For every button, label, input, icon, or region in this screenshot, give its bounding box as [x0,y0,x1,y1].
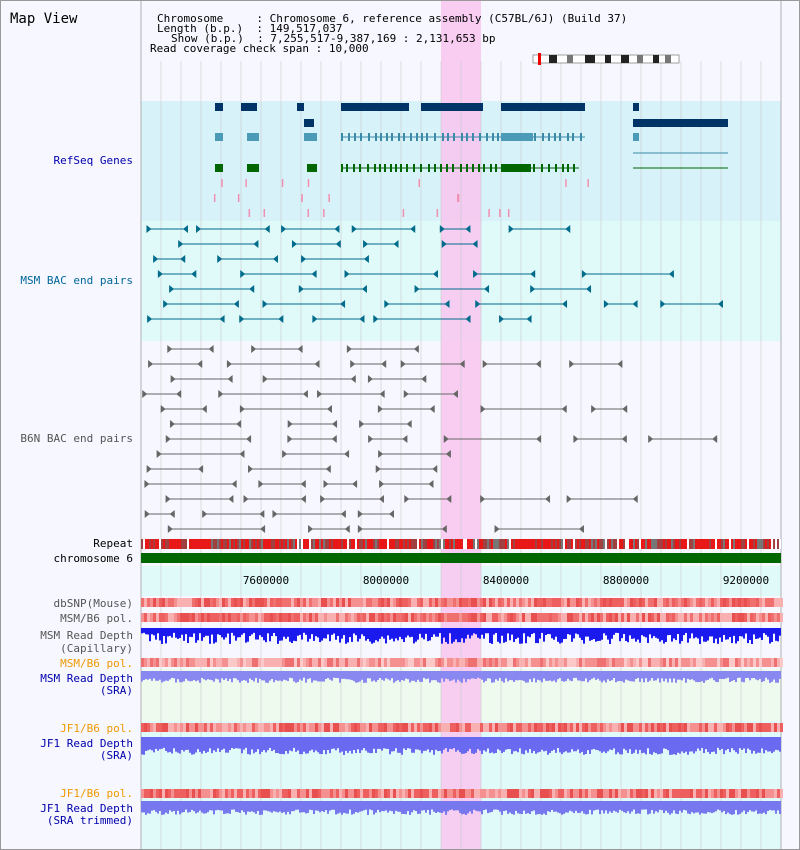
track-label-sra: (SRA) [99,684,133,697]
axis-tick-label: 9200000 [723,574,769,587]
info-show: Show (b.p.) : 7,255,517-9,387,169 : 2,13… [171,32,496,45]
track-label-msm-read-depth: MSM Read Depth [40,629,133,642]
track-label-jf1-b6-pol: JF1/B6 pol. [60,722,133,735]
axis-tick-label: 8800000 [603,574,649,587]
info-coverage-value: 10,000 [328,42,369,55]
ideogram-position-marker [538,53,541,65]
track-label-dbsnp: dbSNP(Mouse) [53,597,133,610]
info-chromosome-value: Chromosome 6, reference assembly (C57BL/… [269,12,628,25]
track-label-msm-b6-pol: MSM/B6 pol. [60,612,133,625]
info-length-key: Length (b.p.) [157,22,244,35]
track-label-msm-b6-pol-sra: MSM/B6 pol. [60,657,133,670]
info-coverage: Read coverage check span : 10,000 [150,42,369,55]
track-label-chromosome: chromosome 6 [53,552,133,565]
axis-tick-label: 8400000 [483,574,529,587]
track-label-sra-2: (SRA) [99,749,133,762]
track-label-jf1-b6-pol-trim: JF1/B6 pol. [60,787,133,800]
track-label-capillary: (Capillary) [60,642,133,655]
info-coverage-key: Read coverage check span [150,42,309,55]
page-title: Map View [10,11,78,27]
axis-tick-label: 8000000 [363,574,409,587]
track-label-jf1-read-depth: JF1 Read Depth [40,737,133,750]
track-label-b6n-bac[interactable]: B6N BAC end pairs [20,432,133,445]
track-label-msm-read-depth-sra: MSM Read Depth [40,672,133,685]
info-show-value: 7,255,517-9,387,169 : 2,131,653 bp [270,32,496,45]
track-label-msm-bac[interactable]: MSM BAC end pairs [20,274,133,287]
info-length: Length (b.p.) : 149,517,037 [157,22,343,35]
info-chromosome: Chromosome : Chromosome 6, reference ass… [157,12,628,25]
track-label-sra-trimmed: (SRA trimmed) [46,814,133,827]
track-label-jf1-read-depth-trim: JF1 Read Depth [40,802,133,815]
chromosome-bar [141,553,781,563]
info-show-key: Show (b.p.) [171,32,244,45]
axis-tick-label: 7600000 [243,574,289,587]
info-chromosome-key: Chromosome [157,12,224,25]
track-label-repeat: Repeat [93,537,133,550]
info-length-value: 149,517,037 [269,22,343,35]
track-label-refseq[interactable]: RefSeq Genes [53,154,133,167]
